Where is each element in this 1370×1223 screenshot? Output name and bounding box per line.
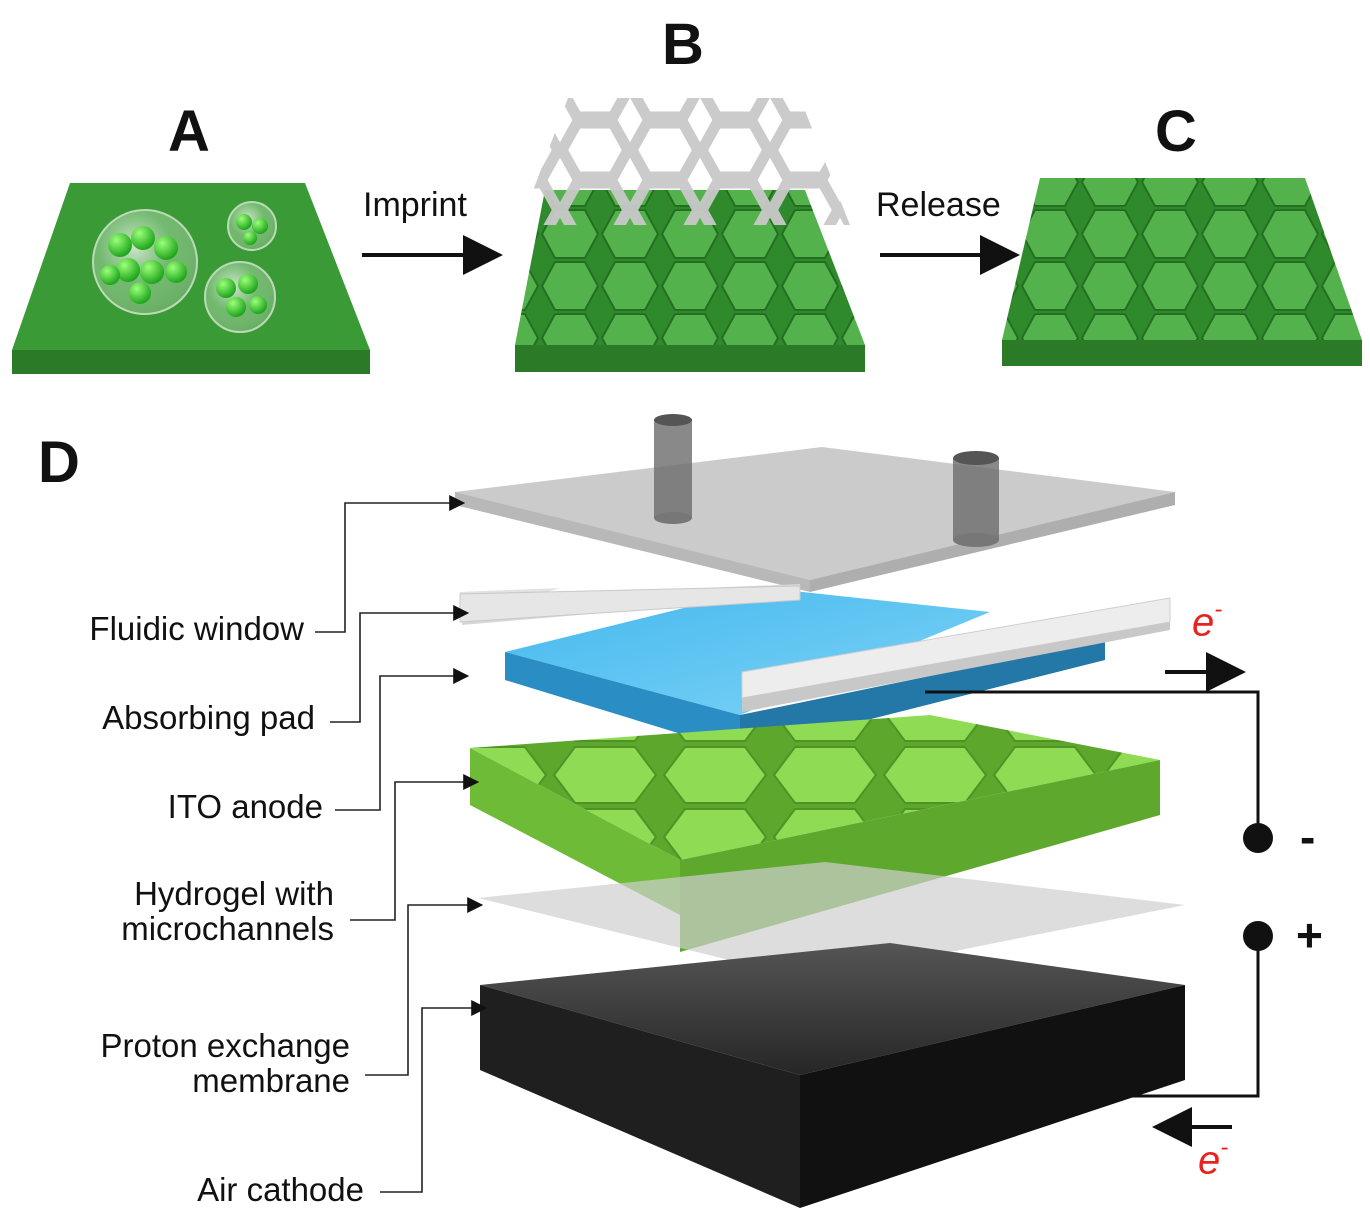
release-label: Release (876, 186, 1001, 224)
panel-a-microbead-cluster-large (92, 209, 198, 315)
negative-terminal-sign: - (1300, 811, 1316, 863)
hydrogel-label-line-2: microchannels (121, 909, 334, 947)
panel-b-honeycomb-mold (520, 98, 850, 225)
fluidic-inlet-port (654, 414, 692, 524)
pem-label: Proton exchange membrane (100, 1027, 350, 1099)
panel-label-a: A (168, 99, 210, 164)
pem-label-line-1: Proton exchange (100, 1027, 350, 1064)
leader-lines (315, 495, 488, 1193)
panel-b-imprinting (515, 98, 865, 372)
imprint-label: Imprint (363, 186, 467, 224)
panel-label-b: B (662, 12, 704, 77)
panel-c-patterned-hydrogel (1002, 178, 1362, 366)
electron-symbol-bottom: e (1198, 1138, 1221, 1183)
air-cathode-label: Air cathode (197, 1171, 364, 1208)
fluidic-window-label: Fluidic window (89, 610, 304, 647)
positive-terminal-node (1243, 921, 1273, 951)
panel-label-c: C (1155, 99, 1197, 164)
fluidic-outlet-port (953, 451, 999, 547)
positive-terminal-sign: + (1296, 909, 1323, 961)
panel-a-slab (12, 183, 370, 374)
hydrogel-label: Hydrogel with microchannels (121, 875, 334, 947)
ito-anode-label: ITO anode (167, 788, 323, 825)
panel-a-microbead-cluster-small (227, 201, 277, 251)
electron-symbol-top: e (1192, 600, 1215, 645)
proton-exchange-membrane-layer (478, 862, 1185, 980)
air-cathode-layer (480, 943, 1185, 1208)
fluidic-window-layer (455, 414, 1175, 592)
ito-anode-strip-front (741, 597, 1171, 712)
pem-label-line-2: membrane (192, 1061, 350, 1099)
electron-charge-bottom: - (1220, 1134, 1229, 1161)
hydrogel-label-line-1: Hydrogel with (134, 875, 334, 912)
panel-label-d: D (38, 430, 80, 495)
electron-charge-top: - (1214, 596, 1223, 623)
electron-label-bottom: e- (1198, 1134, 1228, 1183)
electron-label-top: e- (1192, 596, 1222, 645)
absorbing-pad-label: Absorbing pad (102, 699, 315, 736)
panel-a-microbead-cluster-medium (204, 261, 276, 333)
negative-terminal-node (1243, 823, 1273, 853)
external-circuit (925, 690, 1260, 1098)
